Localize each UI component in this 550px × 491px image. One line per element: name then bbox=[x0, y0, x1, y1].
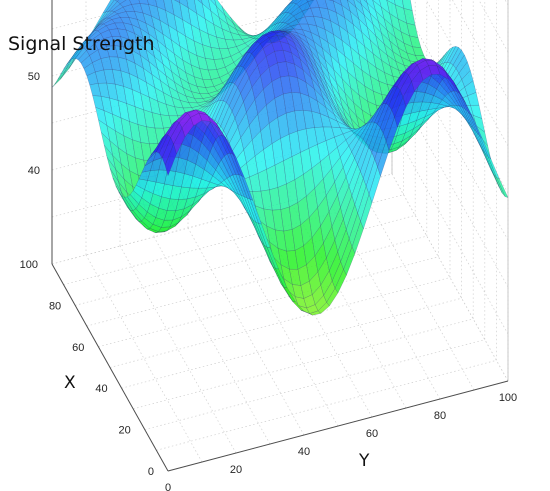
surface-patch bbox=[493, 174, 506, 197]
x-tick-label: 80 bbox=[49, 300, 61, 312]
surface-patch bbox=[306, 0, 315, 3]
surface-patch bbox=[147, 0, 158, 8]
surface-patch bbox=[138, 0, 149, 5]
axes bbox=[51, 0, 509, 472]
surface-patch bbox=[458, 61, 471, 80]
surface-patch bbox=[452, 49, 465, 69]
y-tick-label: 40 bbox=[298, 446, 310, 458]
surface-patch bbox=[446, 46, 460, 64]
floor-grid-line bbox=[153, 236, 271, 445]
surface-patch bbox=[449, 46, 462, 66]
surface-patch bbox=[116, 0, 127, 5]
floor-grid-line bbox=[75, 215, 416, 306]
floor-grid-line bbox=[119, 245, 237, 454]
x-tick-label: 100 bbox=[20, 259, 38, 271]
floor-grid-line bbox=[86, 235, 427, 327]
surface-patch bbox=[287, 0, 295, 6]
surface-patch bbox=[201, 0, 212, 12]
surface-patch bbox=[461, 69, 474, 88]
x-tick-label: 40 bbox=[95, 383, 107, 395]
surface-patch bbox=[496, 176, 509, 199]
x-axis-label: X bbox=[64, 373, 76, 393]
y-tick-label: 100 bbox=[499, 392, 517, 404]
y-tick-label: 80 bbox=[434, 410, 446, 422]
floor-grid-line bbox=[156, 359, 497, 451]
y-tick-label: 20 bbox=[230, 464, 242, 476]
surface-patch bbox=[490, 169, 503, 194]
surface-patch bbox=[210, 0, 217, 7]
surface-patch bbox=[102, 0, 115, 14]
x-tick-label: 60 bbox=[72, 342, 84, 354]
surface-patch bbox=[467, 92, 480, 106]
y-tick-label: 0 bbox=[165, 482, 171, 491]
surface-patch bbox=[296, 0, 309, 8]
y-tick-label: 60 bbox=[366, 428, 378, 440]
surface-patch bbox=[412, 46, 425, 56]
z-tick-label: 50 bbox=[28, 71, 40, 83]
surface-patch bbox=[119, 0, 132, 8]
y-axis-label: Y bbox=[358, 451, 370, 471]
surface-patch bbox=[197, 0, 203, 5]
surface-patch bbox=[293, 0, 302, 5]
surface-patch bbox=[105, 0, 118, 13]
floor-grid-line bbox=[98, 256, 439, 348]
x-axis-line bbox=[51, 263, 169, 472]
surface-patch bbox=[173, 0, 181, 4]
floor-grid-line bbox=[85, 254, 203, 463]
tick-labels: 0204060801000204060801004050607080 bbox=[20, 71, 518, 491]
surface-patch bbox=[440, 46, 454, 65]
surface-patch bbox=[289, 0, 297, 4]
surface-patch bbox=[163, 0, 175, 16]
x-tick-label: 20 bbox=[119, 425, 131, 437]
surface-patch bbox=[178, 0, 189, 9]
y-axis-line bbox=[167, 380, 509, 472]
z-tick-label: 40 bbox=[28, 165, 40, 177]
floor-grid-line bbox=[109, 277, 451, 368]
surface-patch bbox=[464, 80, 477, 97]
surface-patch bbox=[155, 0, 166, 11]
floor-grid-line bbox=[133, 318, 474, 410]
chart-title: Signal Strength bbox=[8, 33, 155, 55]
surface-patch bbox=[307, 0, 320, 9]
surface-mesh bbox=[51, 0, 509, 316]
x-tick-label: 0 bbox=[148, 466, 154, 478]
floor-grid-line bbox=[144, 339, 485, 430]
floor-grid-line bbox=[121, 297, 462, 389]
surface-patch bbox=[186, 0, 198, 14]
surface-patch bbox=[443, 46, 457, 64]
surface-patch bbox=[114, 0, 120, 2]
surface-patch bbox=[455, 54, 468, 74]
